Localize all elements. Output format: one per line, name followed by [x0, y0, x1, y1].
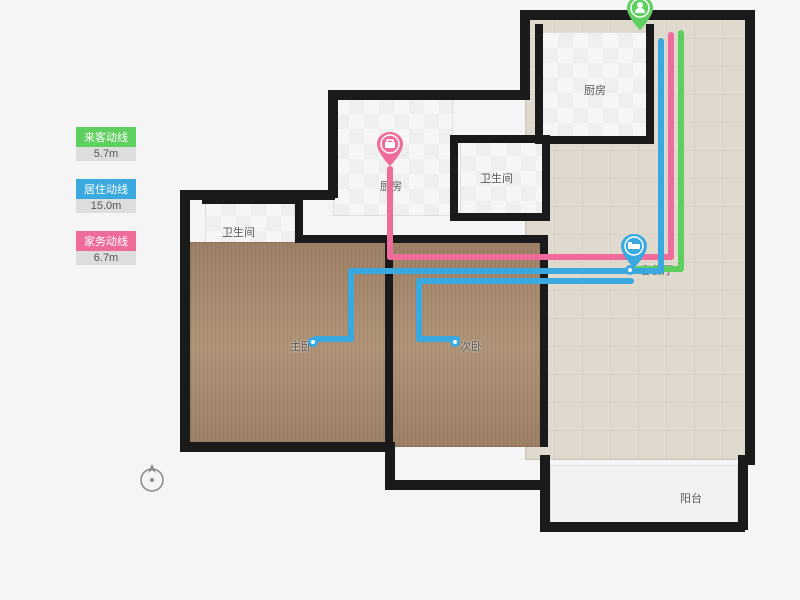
wall — [745, 10, 755, 465]
flow-path — [387, 166, 393, 260]
wall — [450, 213, 550, 221]
legend-value: 6.7m — [76, 251, 136, 265]
living-marker — [621, 234, 647, 268]
flow-path — [678, 30, 684, 272]
wall — [180, 190, 190, 450]
wall — [540, 522, 745, 532]
wall — [738, 455, 748, 530]
wall — [542, 135, 550, 220]
wall — [385, 480, 550, 490]
flow-path — [658, 38, 664, 274]
room-label: 厨房 — [584, 82, 606, 98]
legend-label: 来客动线 — [76, 127, 136, 147]
room-label: 次卧 — [460, 338, 482, 354]
wall — [540, 455, 550, 530]
wall — [295, 198, 303, 243]
flow-endpoint — [450, 337, 460, 347]
flow-endpoint — [308, 337, 318, 347]
flow-path — [313, 336, 354, 342]
flow-path — [387, 254, 637, 260]
room-label: 卫生间 — [480, 170, 513, 186]
room-label: 卫生间 — [222, 224, 255, 240]
flow-path — [348, 268, 354, 342]
wall — [385, 235, 393, 447]
wall — [295, 235, 548, 243]
entry-marker — [627, 0, 653, 30]
flow-path — [668, 32, 674, 260]
wall — [180, 442, 392, 452]
wall — [202, 198, 297, 204]
room-阳台 — [550, 465, 738, 527]
legend-item-house: 家务动线 6.7m — [76, 231, 136, 265]
legend-label: 家务动线 — [76, 231, 136, 251]
legend: 来客动线 5.7m 居住动线 15.0m 家务动线 6.7m — [76, 127, 136, 283]
legend-item-guest: 来客动线 5.7m — [76, 127, 136, 161]
kitchen-marker — [377, 132, 403, 166]
flow-path — [416, 278, 634, 284]
legend-value: 5.7m — [76, 147, 136, 161]
compass-icon — [135, 460, 169, 494]
legend-label: 居住动线 — [76, 179, 136, 199]
wall — [535, 136, 653, 144]
floorplan: 厨房客餐厅厨房卫生间卫生间主卧次卧阳台 — [180, 10, 770, 550]
wall — [328, 90, 338, 198]
room-label: 阳台 — [680, 490, 702, 506]
wall — [540, 235, 548, 447]
flow-path — [416, 278, 422, 342]
wall — [520, 10, 530, 100]
legend-value: 15.0m — [76, 199, 136, 213]
legend-item-living: 居住动线 15.0m — [76, 179, 136, 213]
wall — [328, 90, 528, 100]
wall — [646, 24, 654, 144]
wall — [450, 135, 458, 220]
wall — [535, 24, 543, 144]
flow-path — [348, 268, 664, 274]
